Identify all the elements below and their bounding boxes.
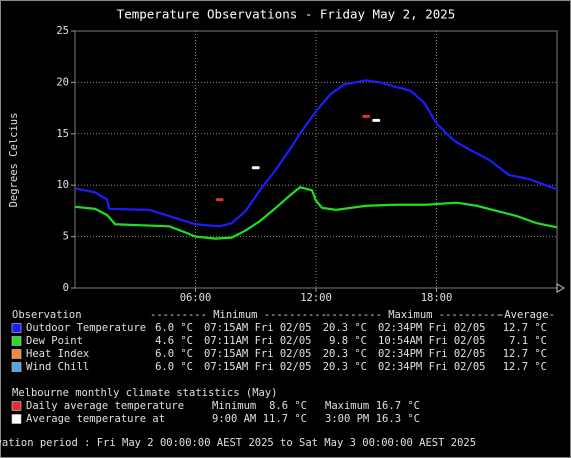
climate-cell: Daily average temperature (26, 400, 184, 412)
stats-cell: Heat Index (26, 348, 89, 360)
y-tick-label: 25 (56, 25, 69, 37)
axis-arrow (556, 283, 566, 293)
stats-cell: 07:15AM Fri 02/05 (204, 361, 311, 373)
climate-cell: 16.7 °C (376, 400, 420, 412)
climate-marker (362, 114, 371, 118)
stats-cell: 12.7 °C (503, 361, 547, 373)
climate-marker (251, 166, 260, 170)
y-tick-label: 10 (56, 179, 69, 191)
climate-cell: Minimum (212, 400, 256, 412)
series-line (74, 186, 558, 240)
stats-cell: 9.8 °C (329, 335, 367, 347)
y-axis-label: Degrees Celcius (8, 113, 20, 208)
x-tick-label: 06:00 (180, 292, 212, 304)
climate-cell: Maximum (325, 400, 369, 412)
stats-header: --------- Maximum ---------- (325, 309, 502, 321)
plot-area (74, 30, 558, 289)
climate-cell: 16.3 °C (376, 413, 420, 425)
climate-marker (215, 198, 224, 202)
footer: Observation period : Fri May 2 00:00:00 … (0, 437, 476, 449)
stats-cell: 02:34PM Fri 02/05 (378, 322, 485, 334)
series-line (74, 79, 558, 228)
stats-cell: 12.7 °C (503, 322, 547, 334)
stats-cell: 07:15AM Fri 02/05 (204, 348, 311, 360)
climate-cell: 9:00 AM (212, 413, 256, 425)
stats-cell: 4.6 °C (155, 335, 193, 347)
climate-title: Melbourne monthly climate statistics (Ma… (12, 387, 278, 399)
stats-cell: 10:54AM Fri 02/05 (378, 335, 485, 347)
stats-cell: 02:34PM Fri 02/05 (378, 348, 485, 360)
legend-swatch (11, 362, 22, 372)
stats-header: Observation (12, 309, 82, 321)
stats-cell: 20.3 °C (323, 361, 367, 373)
y-tick-label: 5 (63, 231, 69, 243)
stats-cell: Dew Point (26, 335, 83, 347)
legend-swatch (11, 323, 22, 333)
y-tick-label: 15 (56, 128, 69, 140)
y-tick-label: 20 (56, 76, 69, 88)
legend-swatch (11, 336, 22, 346)
stats-cell: 6.0 °C (155, 361, 193, 373)
climate-cell: 8.6 °C (269, 400, 307, 412)
stats-header: --------- Minimum ---------- (150, 309, 327, 321)
legend-swatch (11, 414, 22, 424)
stats-cell: 7.1 °C (509, 335, 547, 347)
stats-cell: 02:34PM Fri 02/05 (378, 361, 485, 373)
stats-cell: 20.3 °C (323, 322, 367, 334)
stats-cell: Wind Chill (26, 361, 89, 373)
x-tick-label: 12:00 (300, 292, 332, 304)
legend-swatch (11, 349, 22, 359)
stats-cell: Outdoor Temperature (26, 322, 146, 334)
x-tick-label: 18:00 (421, 292, 453, 304)
stats-cell: 6.0 °C (155, 322, 193, 334)
climate-cell: 11.7 °C (263, 413, 307, 425)
stats-cell: 07:15AM Fri 02/05 (204, 322, 311, 334)
stats-cell: 6.0 °C (155, 348, 193, 360)
legend-swatch (11, 401, 22, 411)
stats-cell: 07:11AM Fri 02/05 (204, 335, 311, 347)
stats-cell: 12.7 °C (503, 348, 547, 360)
y-tick-label: 0 (63, 282, 69, 294)
stats-cell: 20.3 °C (323, 348, 367, 360)
climate-marker (372, 118, 381, 122)
stats-header: -Average- (498, 309, 555, 321)
climate-cell: 3:00 PM (325, 413, 369, 425)
chart-title: Temperature Observations - Friday May 2,… (117, 7, 456, 22)
climate-cell: Average temperature at (26, 413, 165, 425)
